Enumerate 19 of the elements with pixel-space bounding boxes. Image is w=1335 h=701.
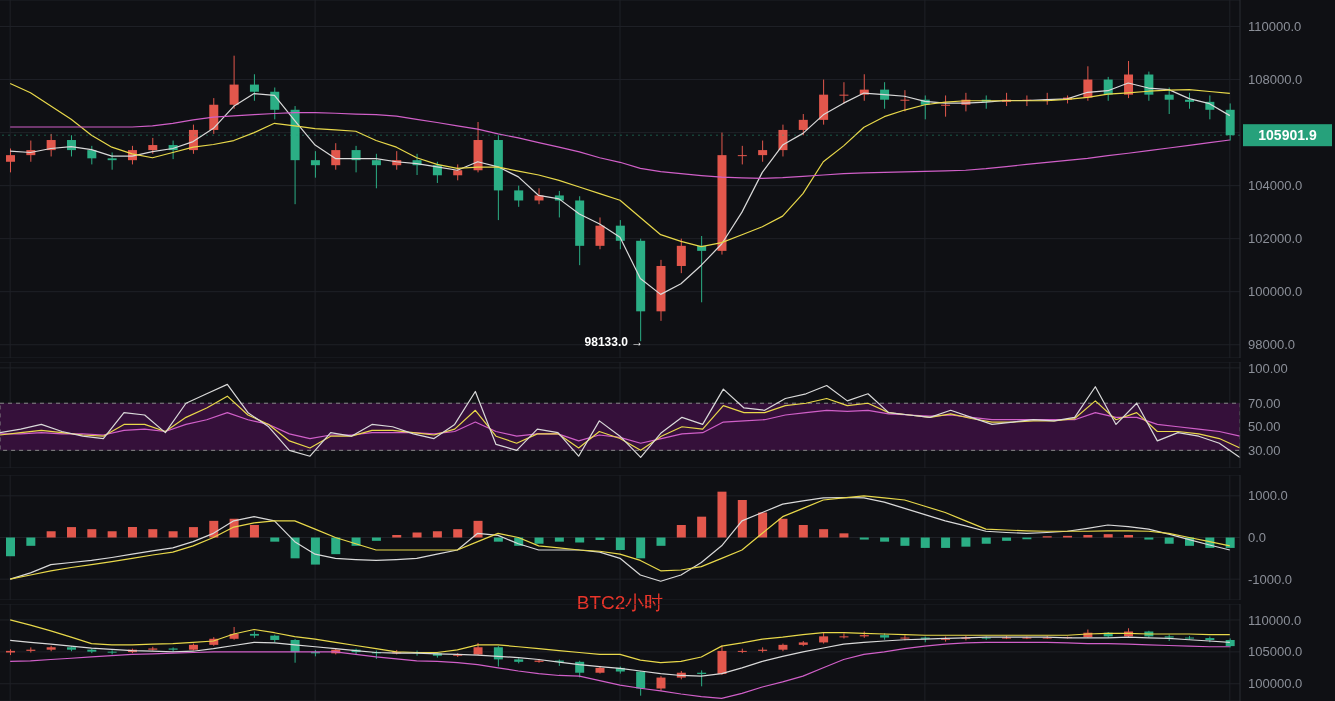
y-tick-label: 70.00 xyxy=(1248,395,1281,411)
y-tick-label: 100000.0 xyxy=(1248,284,1303,300)
ref-line-label: 105901.9 xyxy=(1258,127,1317,144)
y-tick-label: 100.00 xyxy=(1248,360,1288,376)
y-tick-label: 1000.0 xyxy=(1248,488,1288,504)
y-tick-label: 100000.0 xyxy=(1248,676,1303,692)
y-tick-label: -1000.0 xyxy=(1248,571,1293,587)
y-tick-label: 110000.0 xyxy=(1248,612,1302,628)
annotation: BTC2小时 xyxy=(575,591,665,615)
y-tick-label: 102000.0 xyxy=(1248,231,1303,247)
y-tick-label: 108000.0 xyxy=(1248,72,1303,88)
y-tick-label: 105000.0 xyxy=(1248,644,1303,660)
y-tick-label: 98000.0 xyxy=(1248,337,1295,353)
y-tick-label: 110000.0 xyxy=(1248,19,1302,35)
y-tick-label: 30.00 xyxy=(1248,442,1281,458)
y-tick-label: 104000.0 xyxy=(1248,178,1303,194)
y-tick-label: 50.00 xyxy=(1248,419,1281,435)
annotation: 98133.0 → xyxy=(584,335,644,350)
y-tick-label: 0.0 xyxy=(1248,530,1267,546)
